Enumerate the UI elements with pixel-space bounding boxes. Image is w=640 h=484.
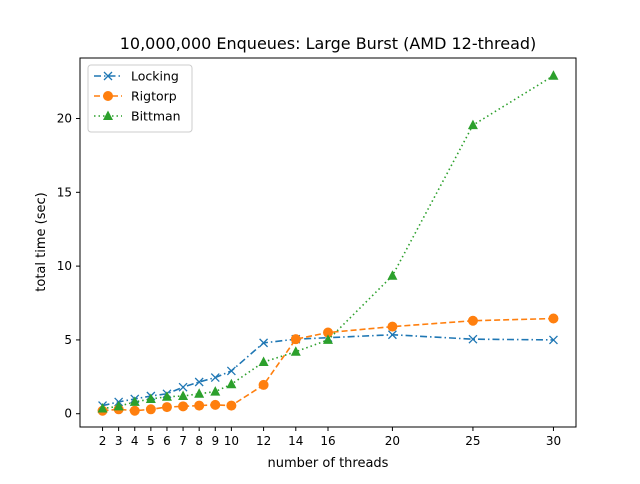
data-point (113, 400, 124, 411)
x-tick-label: 9 (211, 434, 219, 448)
x-tick-label: 3 (115, 434, 123, 448)
legend-label: Locking (131, 69, 179, 84)
legend-item: Rigtorp (94, 89, 177, 104)
legend-label: Bittman (131, 109, 181, 124)
data-point (145, 393, 156, 403)
x-tick-label: 14 (288, 434, 303, 448)
series-line (102, 333, 554, 407)
x-marker-icon (194, 377, 204, 387)
data-point (178, 390, 189, 401)
x-tick-label: 5 (147, 434, 155, 448)
data-point (210, 386, 221, 396)
data-point (226, 400, 237, 411)
data-point (178, 401, 189, 412)
y-tick-label: 20 (57, 112, 72, 126)
legend-marker (103, 91, 113, 101)
y-tick-label: 0 (64, 407, 72, 421)
x-tick-label: 7 (179, 434, 187, 448)
data-point (129, 405, 140, 416)
y-tick-label: 5 (64, 333, 72, 347)
data-point (323, 327, 333, 338)
data-point (290, 334, 301, 345)
data-point (161, 391, 172, 401)
x-tick-label: 25 (465, 434, 480, 448)
data-point (194, 377, 204, 387)
data-point (548, 70, 559, 80)
data-point (161, 402, 172, 413)
x-tick-label: 2 (99, 434, 107, 448)
x-marker-icon (226, 366, 236, 376)
data-point (226, 378, 237, 389)
x-tick-label: 12 (256, 434, 271, 448)
x-tick-label: 10 (224, 434, 239, 448)
chart-title: 10,000,000 Enqueues: Large Burst (AMD 12… (120, 34, 537, 53)
legend-item: Locking (94, 69, 179, 84)
data-point (194, 388, 205, 398)
data-point (259, 338, 269, 348)
x-marker-icon (387, 330, 397, 340)
data-point (548, 335, 558, 345)
series-bittman (97, 70, 559, 413)
y-axis-label: total time (sec) (34, 192, 49, 291)
legend-marker (103, 110, 113, 120)
x-marker-icon (210, 373, 220, 383)
data-point (178, 382, 188, 392)
x-tick-label: 20 (385, 434, 400, 448)
series-rigtorp (97, 313, 559, 416)
y-tick-label: 10 (57, 259, 72, 273)
data-point (387, 270, 398, 280)
x-tick-label: 8 (195, 434, 203, 448)
x-tick-label: 4 (131, 434, 139, 448)
data-point (290, 346, 301, 356)
data-point (129, 396, 140, 406)
legend-item: Bittman (94, 109, 181, 124)
data-point (548, 313, 559, 324)
x-tick-label: 16 (320, 434, 335, 448)
x-tick-label: 6 (163, 434, 171, 448)
legend: Locking Rigtorp Bittman (87, 64, 193, 133)
data-point (210, 373, 220, 383)
data-point (97, 403, 108, 413)
data-point (258, 356, 269, 367)
legend-box (87, 64, 193, 133)
legend-label: Rigtorp (131, 89, 177, 104)
y-tick-label: 15 (57, 185, 72, 199)
legend-marker (103, 71, 113, 81)
data-point (258, 379, 269, 390)
data-point (226, 366, 236, 376)
data-point (468, 334, 478, 344)
data-point (194, 400, 205, 411)
data-point (323, 334, 333, 344)
data-point (387, 321, 398, 332)
data-point (467, 315, 478, 326)
data-point (145, 404, 156, 415)
data-point (210, 399, 221, 410)
x-marker-icon (178, 382, 188, 392)
x-tick-label: 30 (546, 434, 561, 448)
data-point (467, 119, 478, 130)
x-marker-icon (548, 335, 558, 345)
x-marker-icon (259, 338, 269, 348)
x-marker-icon (468, 334, 478, 344)
data-point (387, 330, 397, 340)
x-axis-label: number of threads (268, 456, 389, 471)
x-marker-icon (103, 71, 113, 81)
